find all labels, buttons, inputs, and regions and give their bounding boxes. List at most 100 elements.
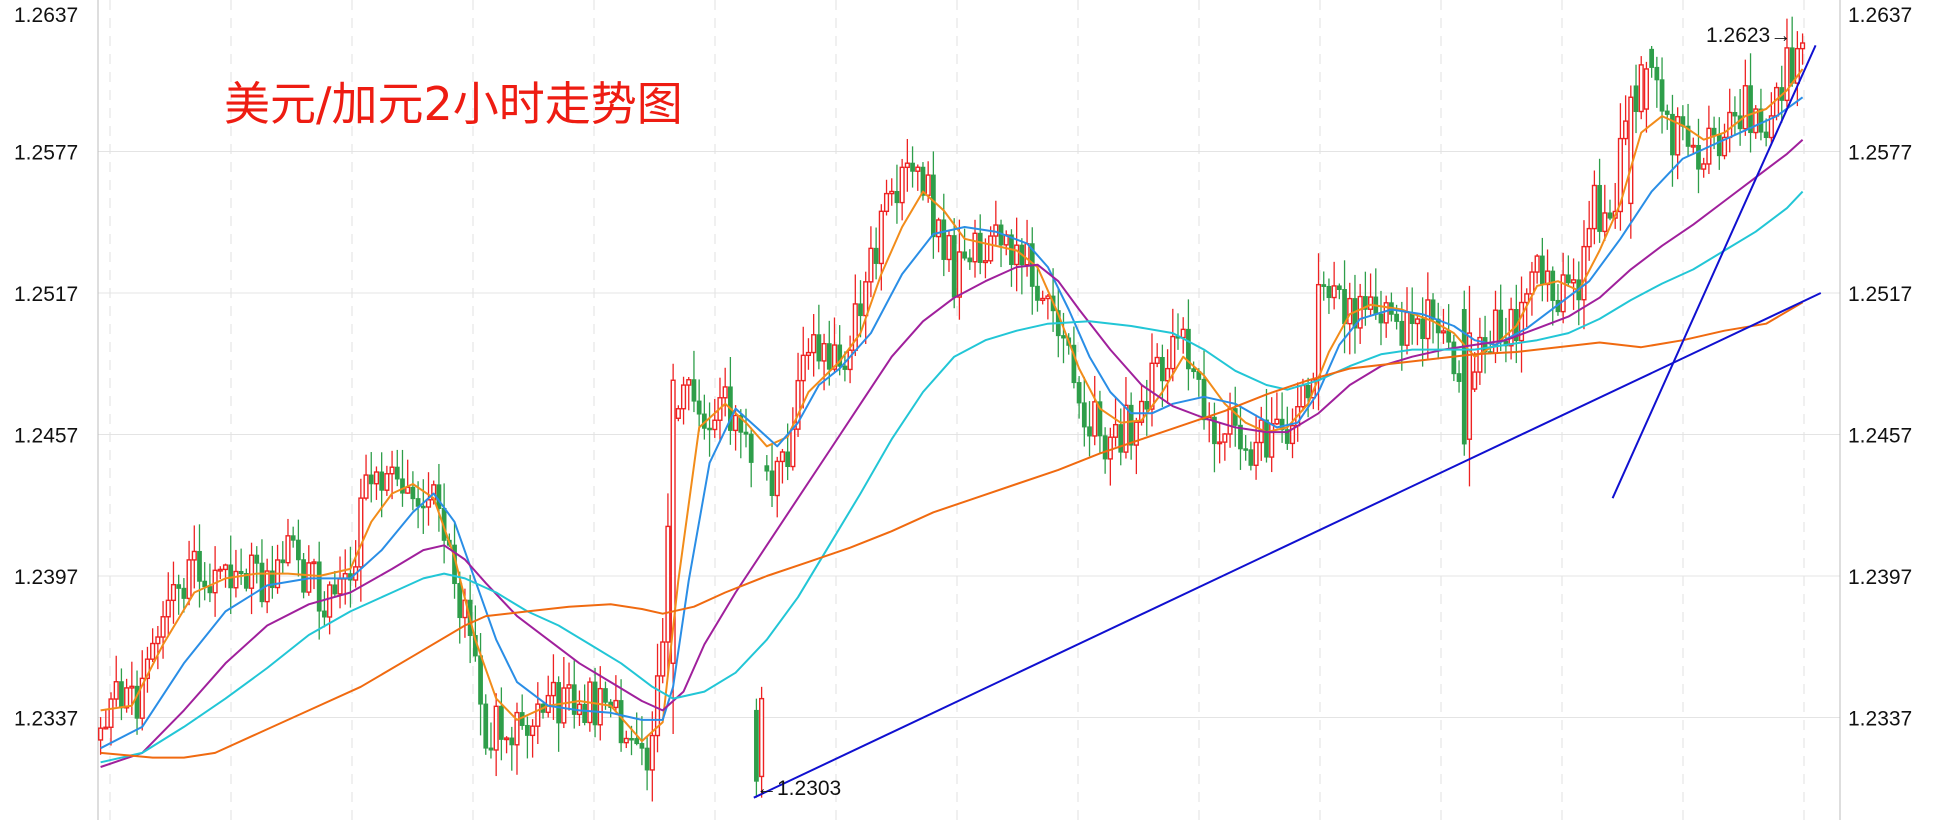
candle-up	[686, 377, 692, 411]
candle-body	[837, 344, 843, 367]
candle-body	[1659, 79, 1665, 112]
candle-up	[139, 650, 145, 731]
candle-body	[764, 465, 770, 472]
candle-body	[113, 681, 119, 700]
candle-down	[754, 698, 759, 798]
candle-down	[1201, 350, 1207, 430]
candle-body	[150, 642, 156, 660]
candle-up	[1040, 290, 1046, 305]
candle-up	[800, 326, 806, 409]
candle-body	[1446, 330, 1452, 343]
candle-body	[623, 737, 629, 744]
candle-body	[332, 584, 338, 595]
candle-body	[498, 705, 504, 740]
candle-up	[982, 238, 988, 279]
candle-body	[1347, 297, 1353, 325]
candle-body	[873, 247, 879, 264]
candle-up	[384, 465, 390, 496]
candle-down	[1248, 441, 1254, 471]
candle-down	[1279, 392, 1285, 443]
candle-body	[493, 705, 499, 751]
candle-down	[509, 726, 515, 771]
candle-down	[1670, 94, 1675, 187]
candle-body	[535, 703, 541, 727]
candle-body	[743, 431, 749, 435]
candle-body	[243, 573, 249, 589]
moving-average-ma_slow	[100, 138, 1804, 768]
candle-down	[181, 578, 187, 613]
candle-body	[254, 554, 260, 564]
candle-body	[550, 681, 556, 697]
candle-body	[858, 303, 863, 317]
candle-body	[202, 580, 208, 588]
candle-down	[1035, 264, 1040, 312]
candle-up	[327, 581, 333, 635]
candle-body	[1321, 284, 1327, 287]
candle-body	[654, 675, 661, 737]
candle-up	[936, 217, 942, 253]
candle-body	[707, 427, 712, 431]
candle-body	[1550, 270, 1556, 301]
candle-body	[1670, 113, 1675, 156]
candle-body	[1690, 144, 1696, 148]
candle-down	[858, 280, 863, 338]
candle-body	[1160, 357, 1165, 382]
candle-body	[1524, 293, 1530, 304]
candle-body	[280, 559, 286, 564]
candle-body	[915, 166, 921, 172]
candle-down	[571, 660, 577, 729]
candle-up	[1623, 95, 1629, 146]
candle-down	[1659, 57, 1665, 134]
candle-down	[238, 548, 244, 585]
candle-body	[358, 497, 364, 568]
candle-body	[1274, 418, 1280, 425]
candle-down	[290, 526, 296, 548]
candle-body	[847, 349, 853, 371]
candle-body	[1383, 302, 1389, 324]
candle-body	[738, 414, 744, 433]
candle-body	[129, 685, 135, 689]
candle-body	[1420, 318, 1426, 340]
candle-body	[405, 486, 411, 494]
candle-body	[894, 190, 900, 204]
candle-body	[1154, 356, 1160, 364]
candle-down	[644, 736, 650, 791]
candle-body	[1118, 424, 1124, 453]
candle-body	[1685, 125, 1691, 147]
candle-down	[1243, 435, 1249, 461]
candle-up	[811, 314, 817, 377]
candle-up	[160, 601, 166, 659]
candle-body	[425, 499, 432, 508]
candle-body	[379, 471, 385, 491]
candle-body	[1440, 330, 1447, 334]
candle-body	[1633, 85, 1639, 112]
candle-down	[243, 568, 249, 592]
candle-body	[290, 535, 296, 541]
candle-up	[504, 736, 510, 754]
candle-body	[618, 700, 624, 744]
candle-down	[769, 444, 775, 508]
candle-body	[910, 162, 915, 172]
candle-down	[1264, 388, 1269, 463]
candle-up	[1133, 417, 1139, 475]
candle-body	[842, 365, 848, 370]
candle-down	[1232, 386, 1238, 447]
candle-up	[1638, 56, 1644, 120]
candle-up	[1014, 217, 1020, 292]
candle-body	[1087, 426, 1092, 437]
candle-up	[889, 178, 895, 206]
candle-body	[1149, 362, 1155, 410]
candle-body	[556, 682, 562, 724]
candle-body	[197, 550, 202, 582]
candle-body	[1102, 435, 1108, 460]
candle-body	[1404, 311, 1410, 346]
candle-body	[634, 738, 640, 745]
candle-up	[956, 219, 962, 320]
candle-down	[1081, 376, 1087, 447]
candle-body	[769, 470, 775, 497]
candle-body	[1414, 318, 1420, 325]
candle-body	[1451, 341, 1457, 375]
candle-body	[1768, 115, 1774, 139]
candle-body	[1284, 429, 1290, 444]
